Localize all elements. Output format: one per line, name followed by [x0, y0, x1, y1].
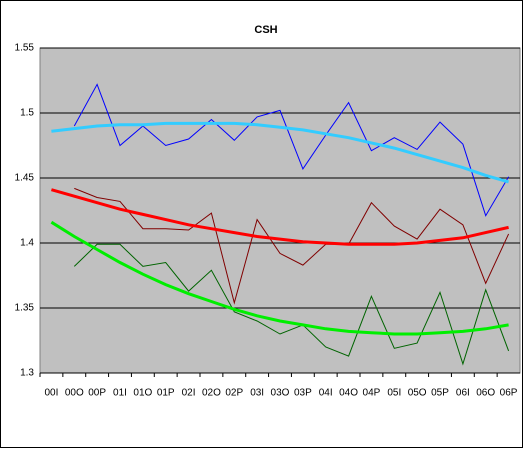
- y-tick-label: 1.35: [15, 303, 35, 314]
- x-tick-label: 02I: [182, 388, 196, 399]
- x-tick-label: 02P: [225, 388, 243, 399]
- y-tick-label: 1.55: [15, 43, 35, 54]
- x-tick-label: 06O: [476, 388, 495, 399]
- x-tick-label: 05I: [387, 388, 401, 399]
- x-tick-label: 06I: [456, 388, 470, 399]
- y-tick-label: 1.45: [15, 173, 35, 184]
- x-tick-label: 04P: [363, 388, 381, 399]
- x-tick-label: 01O: [133, 388, 152, 399]
- x-tick-label: 05O: [408, 388, 427, 399]
- y-tick-label: 1.3: [20, 368, 34, 379]
- series-line: [50, 220, 509, 336]
- x-tick-label: 00O: [65, 388, 84, 399]
- x-tick-label: 04O: [339, 388, 358, 399]
- x-tick-label: 00P: [88, 388, 106, 399]
- y-tick-label: 1.5: [20, 108, 34, 119]
- x-tick-label: 00I: [44, 388, 58, 399]
- x-tick-label: 03I: [250, 388, 264, 399]
- series-line: [50, 188, 509, 246]
- x-tick-label: 01P: [157, 388, 175, 399]
- x-tick-label: 01I: [113, 388, 127, 399]
- series-line: [74, 187, 510, 305]
- y-tick-label: 1.4: [20, 238, 34, 249]
- x-tick-label: 03P: [294, 388, 312, 399]
- x-tick-label: 06P: [500, 388, 518, 399]
- x-tick-label: 03O: [271, 388, 290, 399]
- x-tick-label: 02O: [202, 388, 221, 399]
- x-tick-label: 05P: [431, 388, 449, 399]
- plot-area: [39, 47, 521, 374]
- series-line: [73, 83, 510, 217]
- series-line: [51, 121, 510, 184]
- x-tick-label: 04I: [319, 388, 333, 399]
- series-line: [73, 243, 510, 366]
- chart-title: CSH: [254, 24, 277, 36]
